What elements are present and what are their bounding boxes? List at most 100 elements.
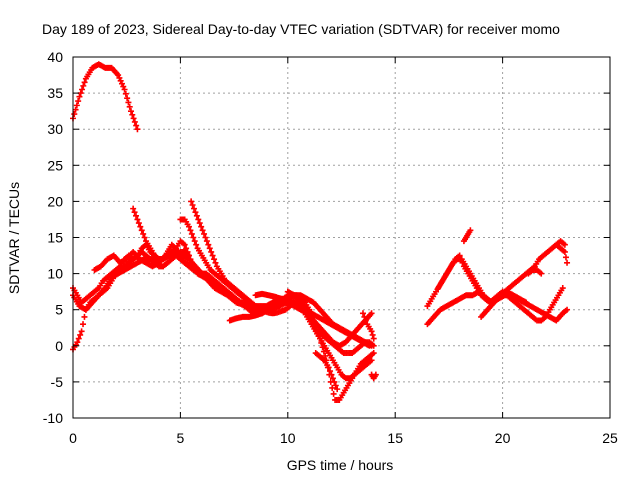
data-point	[370, 350, 377, 357]
data-point	[80, 321, 87, 328]
x-tick-label: 10	[280, 430, 296, 446]
y-tick-label: 10	[47, 266, 63, 282]
data-point	[184, 248, 191, 255]
data-point	[133, 212, 140, 219]
x-tick-label: 0	[69, 430, 77, 446]
series-arc-18	[460, 227, 474, 245]
data-point	[188, 259, 195, 266]
data-point	[121, 86, 128, 93]
y-tick-label: 40	[47, 49, 63, 65]
data-point	[130, 205, 137, 212]
data-point	[131, 118, 138, 125]
y-tick-label: 20	[47, 193, 63, 209]
data-point	[195, 216, 202, 223]
y-axis-tick-labels: -10 -5 0 5 10 15 20 25 30 35 40	[43, 49, 63, 426]
data-point	[211, 256, 218, 263]
data-point	[185, 223, 192, 230]
data-point	[370, 335, 377, 342]
data-point	[320, 348, 327, 355]
x-tick-label: 25	[602, 430, 618, 446]
data-point	[561, 241, 568, 248]
data-point	[329, 384, 336, 391]
data-point	[131, 209, 138, 216]
data-point	[138, 227, 145, 234]
data-point	[141, 234, 148, 241]
data-point	[129, 111, 136, 118]
data-point	[181, 241, 188, 248]
data-point	[187, 227, 194, 234]
data-point	[193, 212, 200, 219]
data-point	[318, 339, 325, 346]
data-point	[564, 259, 571, 266]
data-point	[456, 252, 463, 259]
series-arc-12	[312, 350, 341, 393]
data-point	[334, 386, 341, 393]
data-point	[322, 352, 329, 359]
data-point	[127, 108, 134, 115]
data-point	[73, 102, 80, 109]
data-point	[133, 122, 140, 129]
data-point	[74, 339, 81, 346]
series-arc-13	[359, 310, 377, 342]
data-point	[75, 335, 82, 342]
data-point	[202, 234, 209, 241]
data-point	[130, 115, 137, 122]
data-point	[319, 344, 326, 351]
data-point	[71, 111, 78, 118]
data-point	[538, 270, 545, 277]
data-point	[359, 310, 366, 317]
data-point	[330, 390, 337, 397]
x-axis-tick-labels: 0 5 10 15 20 25	[69, 430, 618, 446]
data-point	[199, 227, 206, 234]
data-point	[81, 313, 88, 320]
data-point	[137, 223, 144, 230]
data-point	[561, 248, 568, 255]
data-point	[368, 342, 375, 349]
data-point	[189, 202, 196, 209]
y-tick-label: 5	[55, 302, 63, 318]
data-point	[72, 106, 79, 113]
data-point	[185, 252, 192, 259]
data-point	[361, 313, 368, 320]
data-point	[125, 99, 132, 106]
data-point	[331, 378, 338, 385]
data-point	[564, 306, 571, 313]
data-point	[196, 220, 203, 227]
data-point	[75, 98, 82, 105]
y-tick-label: 0	[55, 338, 63, 354]
data-point	[458, 256, 465, 263]
x-tick-label: 15	[387, 430, 403, 446]
data-point	[205, 241, 212, 248]
data-point	[191, 238, 198, 245]
data-point	[190, 234, 197, 241]
data-point	[203, 238, 210, 245]
data-point	[327, 368, 334, 375]
data-point	[368, 310, 375, 317]
data-point	[124, 95, 131, 102]
data-point	[183, 245, 190, 252]
data-point	[76, 93, 83, 100]
data-point	[523, 299, 530, 306]
grid	[73, 57, 610, 418]
data-point	[187, 256, 194, 263]
data-point	[134, 126, 141, 133]
chart-title: Day 189 of 2023, Sidereal Day-to-day VTE…	[42, 21, 560, 37]
data-point	[329, 375, 336, 382]
data-point	[192, 209, 199, 216]
data-point	[332, 382, 339, 389]
data-point	[198, 223, 205, 230]
data-point	[140, 230, 147, 237]
y-tick-label: 15	[47, 230, 63, 246]
series-arc-17	[435, 252, 566, 324]
series-arc-20	[553, 241, 571, 266]
data-point	[362, 317, 369, 324]
data-point	[126, 103, 133, 110]
x-tick-label: 5	[177, 430, 185, 446]
data-point	[193, 241, 200, 248]
data-point	[368, 328, 375, 335]
data-point	[206, 245, 213, 252]
data-point	[562, 254, 569, 261]
data-point	[209, 252, 216, 259]
data-point	[81, 79, 88, 86]
